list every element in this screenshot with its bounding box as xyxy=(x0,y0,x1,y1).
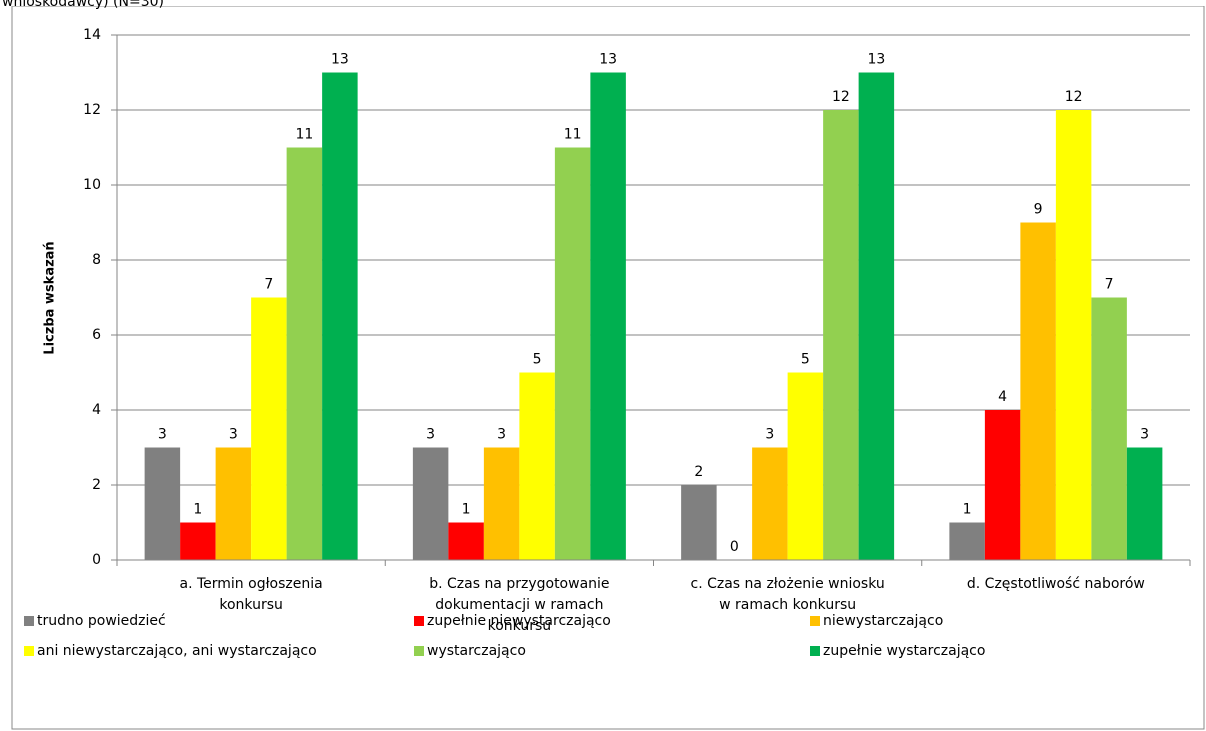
chart-title: wnioskodawcy) (N=30) xyxy=(2,0,164,10)
y-tick-label: 0 xyxy=(92,552,101,568)
x-tick-label-box: b. Czas na przygotowanie dokumentacji w … xyxy=(429,576,610,634)
y-axis-label: Liczba wskazań xyxy=(43,241,58,354)
y-tick-label: 8 xyxy=(92,252,101,268)
x-tick-label-box: d. Częstotliwość naborów xyxy=(966,576,1145,592)
data-label: 5 xyxy=(801,352,810,368)
legend-swatch xyxy=(414,616,424,626)
data-label: 7 xyxy=(1105,277,1114,293)
bar xyxy=(787,372,824,560)
bar xyxy=(949,522,985,560)
bar xyxy=(215,447,252,560)
data-label: 3 xyxy=(426,427,435,443)
bar xyxy=(1055,110,1092,560)
legend-label: wystarczająco xyxy=(427,643,526,659)
data-label: 12 xyxy=(832,89,850,105)
bar xyxy=(251,297,287,560)
y-tick-label: 4 xyxy=(92,402,101,418)
x-tick-label: c. Czas na złożenie wniosku w ramach kon… xyxy=(690,576,885,613)
data-label: 11 xyxy=(295,127,313,143)
data-label: 9 xyxy=(1034,202,1043,218)
legend-swatch xyxy=(810,616,820,626)
legend-label: zupełnie wystarczająco xyxy=(823,643,985,659)
data-label: 3 xyxy=(497,427,506,443)
y-tick-label: 6 xyxy=(92,327,101,343)
bar xyxy=(322,72,358,560)
x-tick-label: b. Czas na przygotowanie dokumentacji w … xyxy=(429,576,610,634)
legend-swatch xyxy=(414,646,424,656)
legend-swatch xyxy=(24,616,34,626)
bar xyxy=(412,447,449,560)
bar xyxy=(554,147,591,560)
data-label: 3 xyxy=(765,427,774,443)
bar xyxy=(984,410,1021,560)
x-tick-label: a. Termin ogłoszenia konkursu xyxy=(179,576,323,613)
y-tick-label: 12 xyxy=(83,102,101,118)
bar xyxy=(590,72,626,560)
bar xyxy=(483,447,520,560)
data-label: 11 xyxy=(564,127,582,143)
data-label: 1 xyxy=(963,502,972,518)
x-tick-label: d. Częstotliwość naborów xyxy=(966,576,1145,592)
bar xyxy=(858,72,895,560)
bar xyxy=(1091,297,1127,560)
data-label: 12 xyxy=(1065,89,1083,105)
data-label: 1 xyxy=(462,502,471,518)
data-label: 2 xyxy=(694,464,703,480)
x-tick-label-box: a. Termin ogłoszenia konkursu xyxy=(179,576,323,613)
data-label: 5 xyxy=(533,352,542,368)
data-label: 13 xyxy=(599,52,617,68)
bar xyxy=(519,372,555,560)
bar xyxy=(448,522,484,560)
bar xyxy=(1020,222,1056,560)
bar xyxy=(1126,447,1163,560)
bar xyxy=(752,447,788,560)
legend-swatch xyxy=(24,646,34,656)
data-label: 4 xyxy=(998,389,1007,405)
legend-label: trudno powiedzieć xyxy=(37,613,166,629)
y-tick-label: 10 xyxy=(83,177,101,193)
data-label: 3 xyxy=(229,427,238,443)
bar xyxy=(823,110,859,560)
bar xyxy=(144,447,181,560)
legend-label: zupełnie niewystarczająco xyxy=(427,613,611,629)
data-label: 7 xyxy=(264,277,273,293)
legend-label: niewystarczająco xyxy=(823,613,943,629)
data-label: 3 xyxy=(158,427,167,443)
data-label: 1 xyxy=(193,502,202,518)
bar xyxy=(180,522,216,560)
x-tick-label-box: c. Czas na złożenie wniosku w ramach kon… xyxy=(690,576,885,613)
bar xyxy=(681,485,717,560)
legend-swatch xyxy=(810,646,820,656)
clip-strip xyxy=(0,0,1206,6)
y-tick-label: 14 xyxy=(83,27,101,43)
data-label: 13 xyxy=(867,52,885,68)
legend-label: ani niewystarczająco, ani wystarczająco xyxy=(37,643,317,659)
data-label: 3 xyxy=(1140,427,1149,443)
data-label: 13 xyxy=(331,52,349,68)
bar xyxy=(286,147,323,560)
y-tick-label: 2 xyxy=(92,477,101,493)
data-label: 0 xyxy=(730,539,739,555)
